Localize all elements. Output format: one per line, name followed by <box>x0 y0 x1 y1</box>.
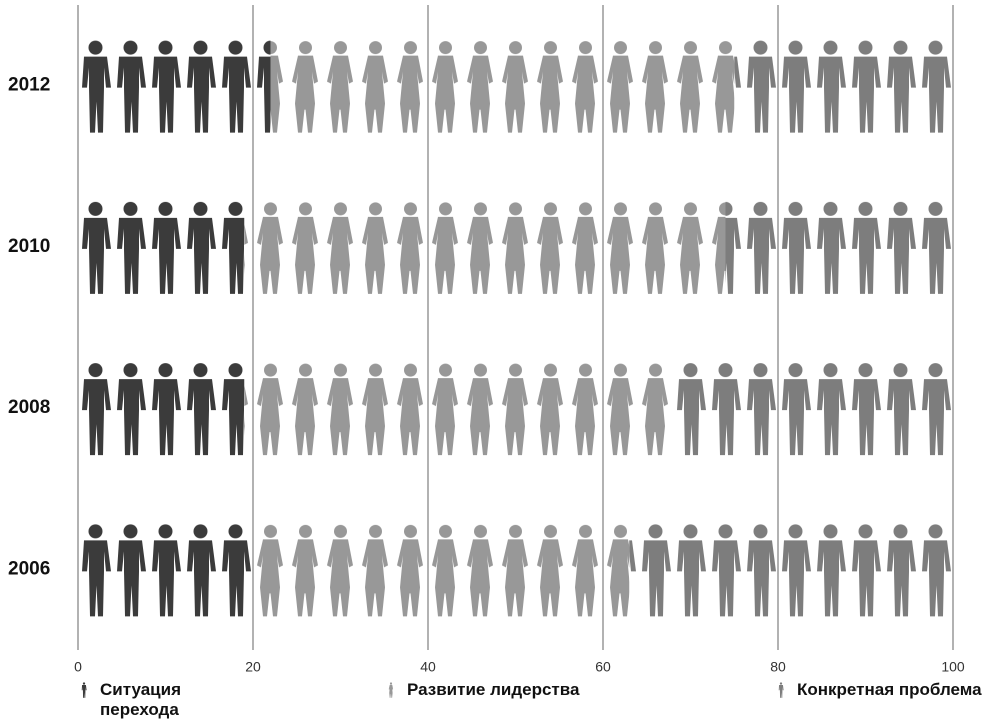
chart: 0 20 40 60 80 100 2012 2010 2008 2006 <box>8 5 965 675</box>
bar-segment <box>244 199 726 295</box>
x-tick-label: 0 <box>74 659 82 675</box>
category-label: 2008 <box>8 397 50 418</box>
bar-segment <box>253 522 630 618</box>
legend-label: Развитие лидерства <box>407 680 580 699</box>
bar-segment <box>244 361 673 457</box>
category-label: 2012 <box>8 75 50 96</box>
bar-segment <box>78 522 253 618</box>
legend-item: Ситуация перехода <box>78 680 200 720</box>
legend-icon <box>778 682 784 698</box>
category-label: 2006 <box>8 558 50 579</box>
bar-segment <box>78 38 271 134</box>
legend-label: Ситуация перехода <box>100 680 181 719</box>
bar-segment <box>734 38 953 134</box>
bar-segment <box>78 199 245 295</box>
x-tick-label: 100 <box>941 659 965 675</box>
x-tick-label: 60 <box>595 659 611 675</box>
legend-item: Конкретная проблема <box>775 680 982 700</box>
bar-segment <box>725 199 953 295</box>
legend-icon <box>81 682 87 698</box>
category-label: 2010 <box>8 236 50 257</box>
legend-icon <box>388 682 394 698</box>
bar-segment <box>78 361 245 457</box>
bar-segment <box>629 522 953 618</box>
x-tick-label: 40 <box>420 659 436 675</box>
x-tick-label: 80 <box>770 659 786 675</box>
bar-segment <box>270 38 735 134</box>
x-tick-label: 20 <box>245 659 261 675</box>
bar-segment <box>673 361 953 457</box>
legend-item: Развитие лидерства <box>385 680 579 700</box>
legend-label: Конкретная проблема <box>797 680 982 699</box>
